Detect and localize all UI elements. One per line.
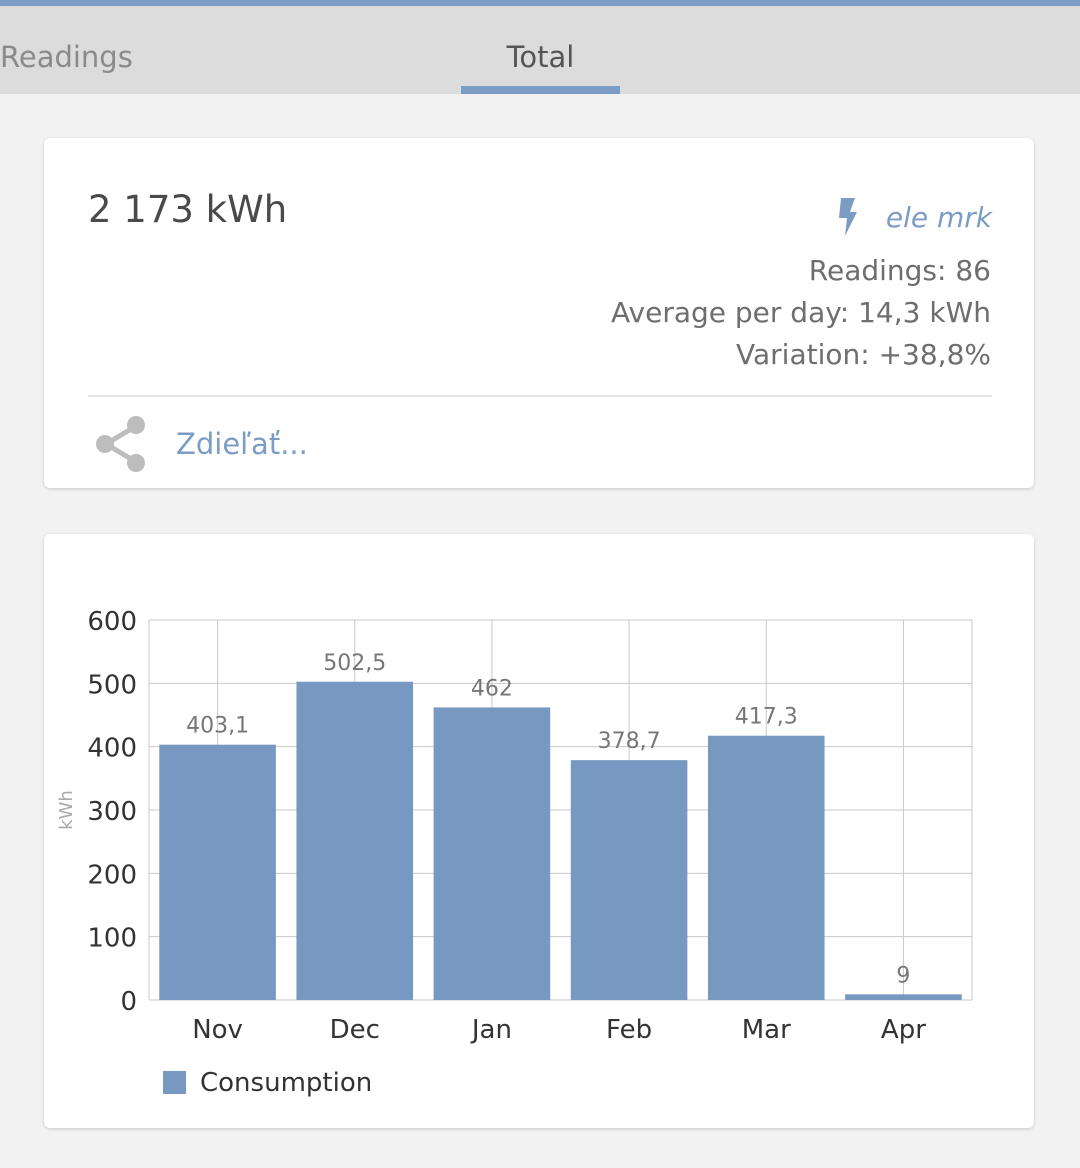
- data-label: 378,7: [598, 729, 661, 754]
- x-tick-label: Nov: [192, 1015, 243, 1045]
- share-button[interactable]: Zdieľať...: [94, 414, 308, 474]
- y-tick-label: 400: [87, 734, 137, 764]
- active-tab-indicator: [461, 86, 620, 94]
- divider: [88, 395, 992, 397]
- share-label: Zdieľať...: [176, 427, 308, 461]
- bar-nov: [159, 744, 276, 1000]
- top-accent-line: [0, 0, 1080, 6]
- y-axis-label: kWh: [56, 790, 77, 830]
- x-tick-label: Mar: [742, 1015, 791, 1045]
- bar-jan: [433, 707, 551, 1000]
- data-label: 403,1: [186, 714, 249, 739]
- bar-mar: [707, 735, 825, 1000]
- average-per-day: Average per day: 14,3 kWh: [611, 296, 991, 329]
- total-consumption: 2 173 kWh: [88, 188, 288, 231]
- legend-label: Consumption: [200, 1068, 372, 1098]
- lightning-icon: [838, 198, 857, 236]
- bar-apr: [845, 994, 962, 1000]
- meter-label[interactable]: ele mrk: [836, 198, 992, 236]
- tab-total[interactable]: Total: [506, 40, 575, 74]
- variation: Variation: +38,8%: [736, 338, 991, 371]
- stats-block: Readings: 86 Average per day: 14,3 kWh V…: [611, 250, 991, 376]
- summary-card: 2 173 kWh ele mrk Readings: 86 Average p…: [44, 138, 1034, 488]
- readings-count: Readings: 86: [808, 254, 991, 287]
- share-icon: [96, 416, 145, 472]
- x-tick-label: Feb: [606, 1015, 652, 1045]
- legend-swatch: [163, 1071, 186, 1094]
- data-label: 462: [471, 676, 513, 701]
- x-tick-label: Dec: [330, 1015, 380, 1045]
- y-tick-label: 200: [87, 860, 137, 890]
- y-tick-label: 300: [87, 797, 137, 827]
- chart-card: 0 100 200 300 400 500 600 kWh 403,1 Nov 502,5 Dec 46…: [44, 534, 1034, 1128]
- x-tick-label: Apr: [881, 1015, 926, 1045]
- bar-dec: [296, 681, 414, 1000]
- data-label: 502,5: [323, 651, 386, 676]
- data-label: 417,3: [735, 705, 798, 730]
- bar-feb: [570, 760, 688, 1000]
- consumption-bar-chart: 0 100 200 300 400 500 600 kWh 403,1 Nov 502,5 Dec 46…: [56, 607, 973, 1098]
- tab-readings[interactable]: Readings: [0, 40, 133, 74]
- data-label: 9: [896, 963, 910, 988]
- y-tick-label: 600: [87, 607, 137, 637]
- tab-bar: Readings Total: [0, 6, 1080, 94]
- y-tick-label: 500: [87, 670, 137, 700]
- x-tick-label: Jan: [470, 1015, 512, 1045]
- meter-name: ele mrk: [885, 200, 992, 234]
- y-tick-label: 100: [87, 924, 137, 954]
- y-tick-label: 0: [120, 987, 137, 1017]
